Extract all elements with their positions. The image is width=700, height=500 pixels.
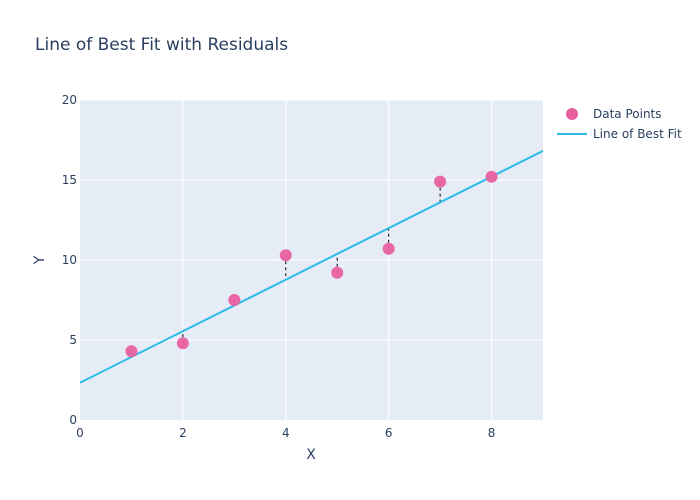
data-point[interactable]: [485, 170, 498, 183]
x-tick-label: 6: [385, 426, 393, 440]
y-tick-label: 10: [62, 253, 77, 267]
data-point[interactable]: [382, 242, 395, 255]
data-points: [125, 170, 498, 358]
chart-title: Line of Best Fit with Residuals: [35, 35, 288, 55]
legend-label-data-points: Data Points: [593, 107, 662, 121]
best-fit-line-path: [79, 149, 544, 384]
legend-item-best-fit[interactable]: Line of Best Fit: [557, 127, 682, 141]
x-tick-label: 4: [282, 426, 290, 440]
y-tick-label: 0: [69, 413, 77, 427]
y-axis-ticks: 0 5 10 15 20: [62, 93, 77, 427]
x-tick-label: 0: [76, 426, 84, 440]
x-tick-label: 2: [179, 426, 187, 440]
data-point[interactable]: [176, 337, 189, 350]
y-axis-title: Y: [32, 255, 48, 265]
legend-label-best-fit: Line of Best Fit: [593, 127, 682, 141]
data-point[interactable]: [125, 345, 138, 358]
data-point[interactable]: [331, 266, 344, 279]
legend-item-data-points[interactable]: Data Points: [566, 107, 662, 121]
data-point[interactable]: [434, 175, 447, 188]
x-tick-label: 8: [488, 426, 496, 440]
x-axis-title: X: [306, 447, 316, 463]
legend-marker-data-points: [566, 108, 578, 120]
y-tick-label: 15: [62, 173, 77, 187]
data-point[interactable]: [279, 249, 292, 262]
legend[interactable]: Data Points Line of Best Fit: [557, 107, 682, 141]
y-tick-label: 5: [69, 333, 77, 347]
x-axis-ticks: 0 2 4 6 8: [76, 426, 495, 440]
best-fit-line: [79, 149, 544, 384]
y-tick-label: 20: [62, 93, 77, 107]
data-point[interactable]: [228, 294, 241, 306]
